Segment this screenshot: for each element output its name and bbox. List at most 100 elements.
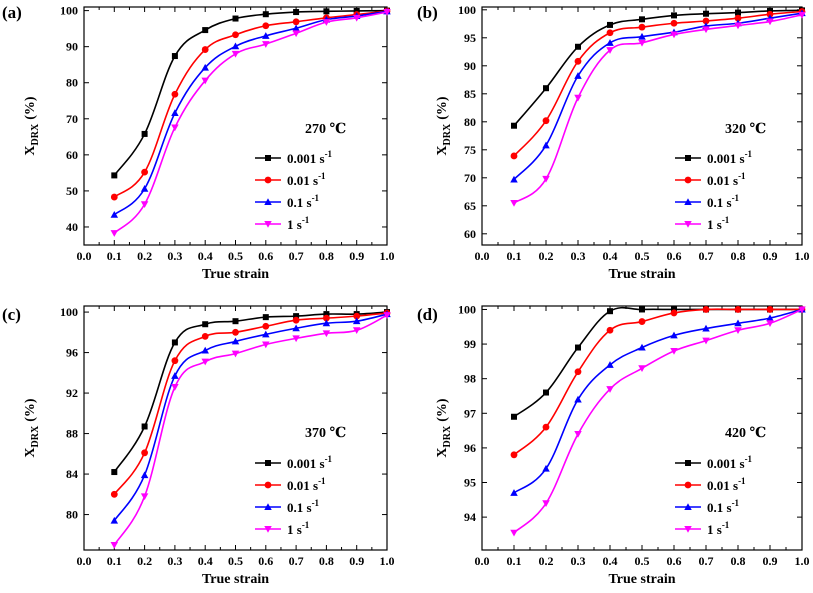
data-point <box>110 210 119 218</box>
data-point <box>638 365 646 373</box>
legend-entry: 0.1 s-1 <box>287 498 320 515</box>
y-tick-label: 97 <box>464 406 476 420</box>
x-tick-label: 0.2 <box>539 249 554 263</box>
series-line-1 <box>113 10 388 198</box>
data-point <box>322 19 331 26</box>
data-point <box>734 327 742 334</box>
data-point <box>606 386 614 393</box>
legend-entry-exp: -1 <box>325 454 333 464</box>
panel-label: (a) <box>2 3 22 22</box>
x-tick-label: 0.9 <box>349 249 364 263</box>
x-tick-label: 0.7 <box>289 249 304 263</box>
temperature-label: 270 ℃ <box>305 122 347 137</box>
data-point <box>352 317 361 325</box>
data-point <box>262 314 269 321</box>
x-tick-label: 0.8 <box>319 249 334 263</box>
legend-marker <box>265 155 271 161</box>
x-tick-label: 0.1 <box>107 554 122 568</box>
data-point <box>353 312 361 320</box>
y-tick-label: 99 <box>464 337 476 351</box>
data-point <box>703 10 709 17</box>
data-point <box>510 175 518 183</box>
data-point <box>702 17 710 25</box>
legend-marker <box>264 503 272 510</box>
x-tick-label: 0.0 <box>475 554 490 568</box>
legend-entry-name: 0.01 s <box>287 173 318 188</box>
x-tick-label: 0.8 <box>731 554 746 568</box>
legend-marker <box>684 481 692 489</box>
data-point <box>171 357 179 365</box>
data-point <box>262 11 269 18</box>
series-line-1 <box>513 10 803 157</box>
legend-entry: 0.001 s-1 <box>287 454 333 471</box>
legend-entry-name: 0.001 s <box>707 456 745 471</box>
series-line-0 <box>513 306 802 418</box>
x-tick-label: 1.0 <box>795 554 810 568</box>
data-point <box>766 306 774 313</box>
data-point <box>232 31 239 39</box>
data-point <box>201 77 209 85</box>
data-point <box>322 319 331 327</box>
legend-entry: 1 s-1 <box>707 520 730 537</box>
data-point <box>606 29 614 37</box>
x-axis-label: True strain <box>608 572 675 587</box>
legend-entry: 0.1 s-1 <box>707 193 740 210</box>
x-axis-label: True strain <box>608 267 675 282</box>
x-tick-label: 1.0 <box>380 554 395 568</box>
data-point <box>734 22 742 30</box>
data-point <box>510 451 518 459</box>
data-point <box>670 309 678 317</box>
data-point <box>292 324 300 332</box>
y-axis-label-main: X <box>23 145 38 155</box>
panel-label: (c) <box>2 305 21 324</box>
y-tick-label: 100 <box>458 302 476 316</box>
data-point <box>510 529 518 537</box>
x-tick-label: 0.3 <box>571 249 586 263</box>
data-point <box>171 339 178 346</box>
legend-marker <box>684 176 692 184</box>
y-tick-label: 90 <box>66 40 78 54</box>
data-point <box>292 335 300 343</box>
data-point <box>171 124 179 132</box>
legend-marker <box>264 176 272 184</box>
data-point <box>542 423 550 431</box>
legend-entry-name: 1 s <box>707 522 722 537</box>
y-tick-label: 84 <box>66 467 78 481</box>
data-point <box>292 316 300 324</box>
data-point <box>171 109 179 117</box>
data-point <box>734 306 742 313</box>
x-tick-label: 0.3 <box>571 554 586 568</box>
data-point <box>323 8 330 15</box>
chart-panel-2: (c) 0.0 0.1 0.2 0.3 0.4 0.5 0.6 0.7 0.8 0.9 1.0 80 84… <box>2 305 395 587</box>
y-tick-label: 90 <box>464 59 476 73</box>
y-tick-label: 75 <box>464 143 476 157</box>
x-tick-label: 0.9 <box>763 249 778 263</box>
y-tick-label: 80 <box>66 76 78 90</box>
data-point <box>671 12 677 19</box>
data-point <box>670 331 678 339</box>
legend-marker <box>264 198 272 205</box>
data-point <box>110 516 119 524</box>
y-tick-label: 94 <box>464 510 476 524</box>
x-tick-label: 0.8 <box>319 554 334 568</box>
data-point <box>292 24 300 32</box>
data-point <box>293 313 300 320</box>
data-point <box>606 326 614 334</box>
y-tick-label: 85 <box>464 87 476 101</box>
series-line-0 <box>513 9 803 127</box>
data-point <box>141 168 149 176</box>
y-tick-label: 96 <box>464 441 476 455</box>
data-point <box>511 413 517 420</box>
legend-entry-exp: -1 <box>722 215 730 225</box>
legend-entry-name: 1 s <box>707 217 722 232</box>
data-point <box>542 117 550 125</box>
series-line-0 <box>113 311 388 473</box>
chart-panel-1: (b) 0.0 0.1 0.2 0.3 0.4 0.5 0.6 0.7 0.8 0.9 1.0 60 65… <box>417 3 810 282</box>
x-tick-label: 0.9 <box>763 554 778 568</box>
data-point <box>202 27 209 34</box>
data-point <box>201 63 209 71</box>
data-point <box>574 72 582 79</box>
data-point <box>671 306 677 313</box>
x-tick-label: 0.9 <box>349 554 364 568</box>
